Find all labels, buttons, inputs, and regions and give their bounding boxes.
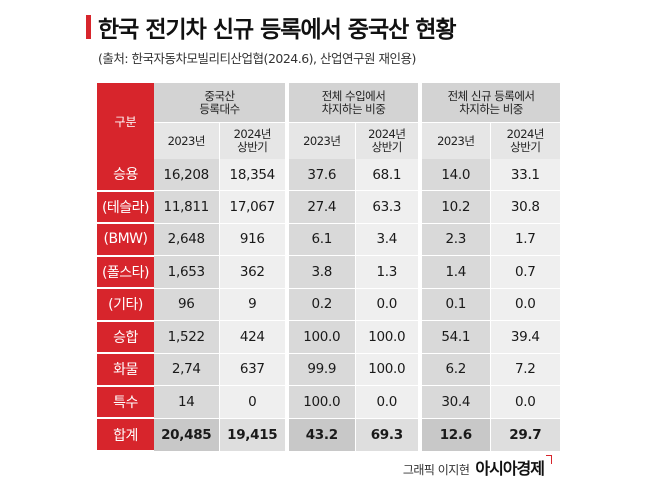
table-cell: 0.0 xyxy=(489,385,561,419)
table-cell: 27.4 xyxy=(285,190,356,224)
row-label: 화물 xyxy=(97,353,154,387)
table-cell: 2,74 xyxy=(154,353,219,386)
table-cell: 10.2 xyxy=(418,190,491,224)
table-cell: 1,522 xyxy=(154,320,219,354)
row-label: (폴스타) xyxy=(97,255,154,289)
table-cell: 0 xyxy=(218,385,288,419)
table-cell: 2,648 xyxy=(154,223,219,256)
brand-logo: 아시아경제 xyxy=(475,459,545,478)
table-cell: 0.1 xyxy=(418,288,491,321)
table-cell: 916 xyxy=(218,223,288,256)
table-cell: 54.1 xyxy=(418,320,491,354)
table-cell: 6.2 xyxy=(418,353,491,386)
year-header: 2024년 상반기 xyxy=(354,122,421,159)
table-cell: 69.3 xyxy=(354,418,421,451)
table-cell: 2.3 xyxy=(418,223,491,256)
year-header: 2023년 xyxy=(285,122,356,159)
row-label: (테슬라) xyxy=(97,190,154,224)
table-cell: 7.2 xyxy=(489,353,561,386)
table-cell: 424 xyxy=(218,320,288,354)
year-header: 2024년 상반기 xyxy=(218,122,288,159)
year-header: 2024년 상반기 xyxy=(489,122,561,159)
table-cell: 68.1 xyxy=(354,159,421,191)
table-cell: 100.0 xyxy=(285,320,356,354)
data-table: 구분 중국산 등록대수 전체 수입에서 차지하는 비중 전체 신규 등록에서 차… xyxy=(97,83,561,452)
graphic-credit: 그래픽 이지현 xyxy=(402,463,470,477)
table-row: 화물 2,74 637 99.9 100.0 6.2 7.2 xyxy=(97,353,561,387)
brand-mark-icon xyxy=(546,455,552,464)
table-row: 특수 14 0 100.0 0.0 30.4 0.0 xyxy=(97,385,561,419)
table-cell: 14.0 xyxy=(418,159,491,191)
table-row: (테슬라) 11,811 17,067 27.4 63.3 10.2 30.8 xyxy=(97,190,561,224)
group-header-import-share: 전체 수입에서 차지하는 비중 xyxy=(285,83,421,123)
table-cell: 14 xyxy=(154,385,219,419)
table-cell: 637 xyxy=(218,353,288,386)
table-cell: 362 xyxy=(218,255,288,289)
group-header-new-registration-share: 전체 신규 등록에서 차지하는 비중 xyxy=(418,83,561,123)
table-cell: 30.8 xyxy=(489,190,561,224)
table-cell: 1.7 xyxy=(489,223,561,256)
table-cell: 0.2 xyxy=(285,288,356,321)
table-cell: 96 xyxy=(154,288,219,321)
table-header-row-groups: 구분 중국산 등록대수 전체 수입에서 차지하는 비중 전체 신규 등록에서 차… xyxy=(97,83,561,159)
table-cell: 43.2 xyxy=(285,418,356,451)
row-label: 합계 xyxy=(97,418,154,452)
table-cell: 37.6 xyxy=(285,159,356,191)
row-label: 승용 xyxy=(97,159,154,192)
table-cell: 30.4 xyxy=(418,385,491,419)
table-row: 승용 16,208 18,354 37.6 68.1 14.0 33.1 xyxy=(97,159,561,192)
year-header: 2023년 xyxy=(154,122,219,159)
table-cell: 16,208 xyxy=(154,159,219,191)
table-cell: 100.0 xyxy=(285,385,356,419)
year-header: 2023년 xyxy=(418,122,491,159)
table-cell: 33.1 xyxy=(489,159,561,191)
table-row: (폴스타) 1,653 362 3.8 1.3 1.4 0.7 xyxy=(97,255,561,289)
table-cell: 63.3 xyxy=(354,190,421,224)
table-cell: 100.0 xyxy=(354,320,421,354)
table-cell: 100.0 xyxy=(354,353,421,386)
table-cell: 19,415 xyxy=(218,418,288,451)
title-accent-bar xyxy=(86,15,91,39)
row-label: (BMW) xyxy=(97,223,154,257)
row-header-label: 구분 xyxy=(97,83,154,159)
table-row: (BMW) 2,648 916 6.1 3.4 2.3 1.7 xyxy=(97,223,561,257)
table-cell: 0.0 xyxy=(354,288,421,321)
page-title: 한국 전기차 신규 등록에서 중국산 현황 xyxy=(98,17,457,43)
group-header-chinese-registrations: 중국산 등록대수 xyxy=(154,83,288,123)
table-row: (기타) 96 9 0.2 0.0 0.1 0.0 xyxy=(97,288,561,322)
table-cell: 12.6 xyxy=(418,418,491,451)
table-row-total: 합계 20,485 19,415 43.2 69.3 12.6 29.7 xyxy=(97,418,561,452)
table-cell: 6.1 xyxy=(285,223,356,256)
row-label: (기타) xyxy=(97,288,154,322)
source-note: (출처: 한국자동차모빌리티산업협(2024.6), 산업연구원 재인용) xyxy=(98,51,416,66)
table-cell: 3.8 xyxy=(285,255,356,289)
row-label: 특수 xyxy=(97,385,154,419)
table-cell: 3.4 xyxy=(354,223,421,256)
table-cell: 99.9 xyxy=(285,353,356,386)
table-cell: 0.0 xyxy=(354,385,421,419)
credit-line: 그래픽 이지현 아시아경제 xyxy=(403,455,552,479)
table-cell: 1,653 xyxy=(154,255,219,289)
table-cell: 0.7 xyxy=(489,255,561,289)
table-cell: 0.0 xyxy=(489,288,561,321)
table-cell: 1.3 xyxy=(354,255,421,289)
table-cell: 9 xyxy=(218,288,288,321)
table-cell: 20,485 xyxy=(154,418,219,451)
table-cell: 18,354 xyxy=(218,159,288,191)
table-row: 승합 1,522 424 100.0 100.0 54.1 39.4 xyxy=(97,320,561,354)
table-cell: 29.7 xyxy=(489,418,561,451)
table-cell: 11,811 xyxy=(154,190,219,224)
table-header-row-years: 2023년 2024년 상반기 2023년 2024년 상반기 2023년 20… xyxy=(97,122,561,159)
table-cell: 1.4 xyxy=(418,255,491,289)
table-cell: 39.4 xyxy=(489,320,561,354)
table-cell: 17,067 xyxy=(218,190,288,224)
row-label: 승합 xyxy=(97,320,154,354)
